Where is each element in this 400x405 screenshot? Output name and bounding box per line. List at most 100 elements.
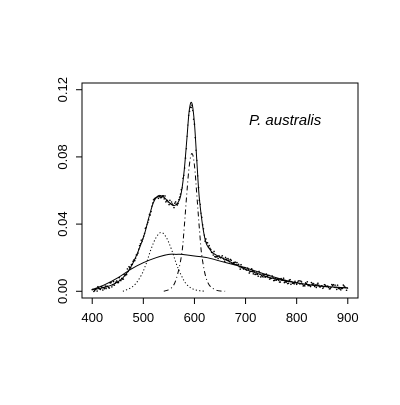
observed-point [198,199,201,202]
observed-point [169,199,171,202]
observed-point [108,287,111,289]
observed-point [166,199,169,202]
fit-broad-component-line [92,253,348,291]
observed-point [283,281,286,284]
observed-point [114,282,116,285]
observed-point [125,273,128,276]
observed-point [137,252,139,254]
observed-point [138,248,140,250]
observed-point [134,257,137,259]
observed-point [127,270,129,273]
observed-point [208,244,210,247]
observed-point [250,270,252,273]
observed-point [295,283,298,286]
observed-point [112,280,115,283]
y-tick-label: 0.12 [55,77,70,102]
observed-point [254,273,257,276]
observed-point [92,288,94,290]
observed-point [268,274,270,277]
observed-point [96,290,98,292]
observed-point [228,261,231,263]
observed-point [251,270,254,272]
observed-point [168,203,170,206]
observed-point [197,186,200,189]
observed-point [147,219,150,221]
observed-point [329,287,332,290]
observed-point [265,273,268,275]
observed-point [183,174,185,177]
observed-point [315,286,318,289]
observed-point [343,285,345,287]
observed-point [253,270,255,273]
observed-point [230,259,233,262]
observed-point [294,280,296,283]
observed-point [157,197,160,200]
observed-point [147,221,149,224]
observed-point [286,280,288,283]
observed-point [277,278,279,280]
fit-component-595-line [163,153,226,292]
observed-point [248,272,251,274]
observed-point [244,266,246,269]
observed-point [165,201,167,203]
observed-point [201,224,204,226]
observed-point [258,270,260,273]
observed-point [227,259,230,262]
observed-point [263,276,265,278]
observed-point [163,198,165,200]
observed-point [145,226,147,229]
observed-point [187,124,189,126]
observed-point [115,280,118,282]
observed-point [236,261,238,264]
observed-point [242,268,245,270]
observed-point [226,259,228,262]
observed-point [284,280,287,282]
observed-point [259,276,262,278]
observed-point [293,283,296,285]
observed-point [277,279,280,282]
observed-point [195,149,197,152]
x-tick-label: 400 [81,310,103,325]
observed-point [126,268,129,270]
observed-point [143,232,146,235]
observed-point [140,239,143,241]
observed-point [287,282,290,285]
observed-point [138,244,141,247]
observed-point [211,251,214,254]
observed-point [282,277,285,279]
observed-point [183,167,186,169]
observed-point [239,268,242,270]
observed-point [160,196,163,198]
observed-point [335,288,338,291]
observed-point [237,263,240,266]
observed-point [204,240,206,242]
observed-point [255,272,258,274]
observed-point [216,255,219,258]
observed-point [296,281,299,284]
observed-point [220,256,223,259]
observed-point [196,159,198,162]
observed-point [103,287,106,290]
y-axis: 0.00 0.04 0.08 0.12 [55,77,83,304]
observed-point [167,201,170,203]
observed-point [225,258,228,260]
observed-point [178,198,180,201]
observed-point [346,287,349,289]
observed-point [235,263,237,266]
observed-point [202,227,205,230]
observed-point [181,187,183,189]
observed-point [246,267,249,269]
observed-point [317,284,320,287]
observed-point [326,285,329,287]
observed-point [146,223,148,226]
observed-point [339,287,341,290]
observed-point [111,286,113,288]
observed-point [192,109,194,112]
observed-point [164,195,166,197]
observed-point [176,204,179,206]
observed-point [142,235,145,237]
observed-point [173,206,175,209]
observed-point [240,263,242,266]
observed-point [267,276,269,279]
observed-point [113,284,116,286]
